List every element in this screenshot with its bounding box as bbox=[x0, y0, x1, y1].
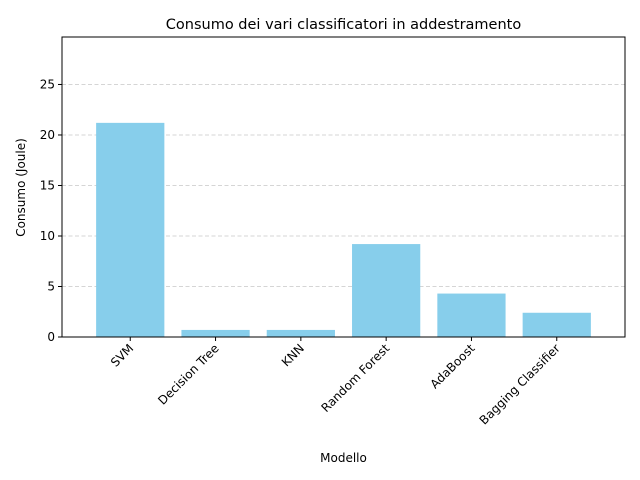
x-tick-label: KNN bbox=[279, 341, 307, 369]
y-tick-label: 0 bbox=[47, 330, 55, 344]
x-tick-label: Bagging Classifier bbox=[477, 341, 563, 427]
y-axis-label: Consumo (Joule) bbox=[14, 138, 28, 237]
x-tick-label: Random Forest bbox=[319, 341, 393, 415]
y-tick-label: 25 bbox=[40, 77, 55, 91]
bar-random-forest bbox=[352, 244, 421, 337]
y-tick-label: 5 bbox=[47, 279, 55, 293]
y-axis-ticks: 0 5 10 15 20 25 bbox=[40, 77, 62, 344]
x-tick-label: Decision Tree bbox=[155, 341, 221, 407]
plot-area-frame bbox=[61, 36, 626, 338]
bar-svm bbox=[96, 122, 165, 338]
chart-title: Consumo dei vari classificatori in addes… bbox=[166, 17, 522, 33]
y-tick-label: 10 bbox=[40, 229, 55, 243]
bar-knn bbox=[266, 329, 335, 337]
bar-decision-tree bbox=[181, 329, 250, 337]
x-tick-label: AdaBoost bbox=[427, 341, 477, 391]
bar-adaboost bbox=[437, 293, 506, 337]
x-tick-label: SVM bbox=[108, 341, 136, 369]
y-tick-label: 20 bbox=[40, 128, 55, 142]
y-tick-label: 15 bbox=[40, 178, 55, 192]
bars bbox=[96, 122, 591, 338]
x-axis-label: Modello bbox=[320, 451, 367, 465]
x-axis-ticks: SVM Decision Tree KNN Random Forest AdaBoost… bbox=[108, 337, 563, 427]
bar-bagging-classifier bbox=[522, 312, 591, 337]
